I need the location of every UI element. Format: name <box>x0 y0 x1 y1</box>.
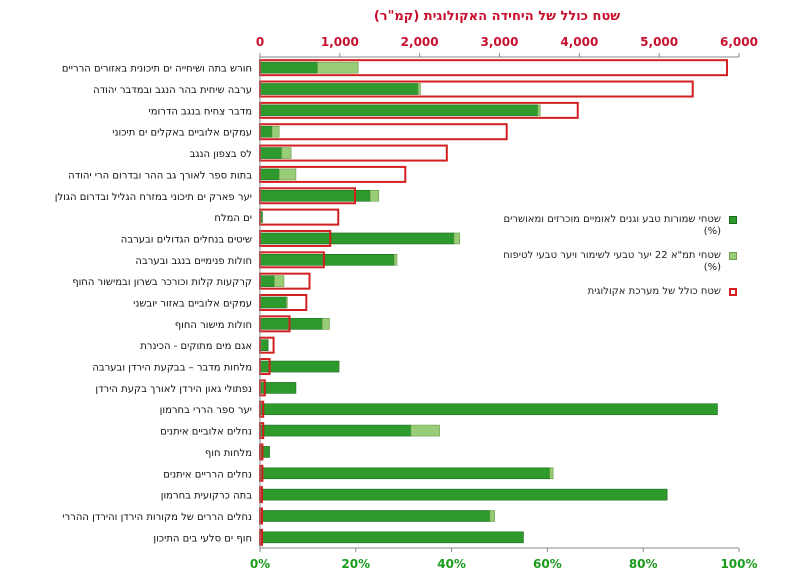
bar-reserves <box>259 467 551 480</box>
legend-swatch-reserves <box>729 216 737 224</box>
bar-forest <box>278 168 297 181</box>
category-label: יער ספר הררי בחרמון <box>160 405 252 416</box>
top-tick-label: 4,000 <box>560 35 598 49</box>
bar-reserves <box>259 61 318 74</box>
bar-reserves <box>259 360 340 373</box>
legend-swatch-forest <box>729 252 737 260</box>
bar-forest <box>489 510 496 522</box>
legend-item-forest: שטחי תמ"א 22 יער טבעי לשימור ויער טבעי ל… <box>487 250 737 274</box>
category-label: נחלים הררים של מקורות הירדן והירדן ההררי <box>62 512 252 523</box>
bottom-tick-label: 80% <box>629 557 658 571</box>
bar-reserves <box>259 168 280 181</box>
category-label: נחלים אלוביים איתנים <box>160 427 252 438</box>
bar-reserves <box>259 318 323 330</box>
bottom-tick-label: 0% <box>250 557 270 571</box>
bar-forest <box>274 275 285 287</box>
category-label: עמקים אלוביים באזור יובשני <box>133 299 252 310</box>
bar-reserves <box>259 189 371 202</box>
bar-reserves <box>259 104 539 117</box>
category-label: מדבר צחיח בנגב הדרומי <box>148 106 252 117</box>
bar-forest <box>417 83 421 95</box>
category-label: שיטים בנחלים הגדולים ובערבה <box>121 234 252 245</box>
bar-reserves <box>259 254 395 266</box>
top-tick-label: 3,000 <box>481 35 519 49</box>
category-label: חורש בתה ושיחייה ים תיכונית באזורים הררי… <box>62 64 252 75</box>
bar-reserves <box>259 339 269 351</box>
bar-reserves <box>259 403 718 416</box>
legend-item-total-area: שטח כולל של מערכת אקולוגית <box>487 286 737 298</box>
bar-forest <box>317 61 359 74</box>
category-label: נחלים הרריים איתנים <box>163 469 252 480</box>
category-label: קרקעות קלות וכורכר בשרון ובמישור החוף <box>72 277 252 288</box>
bar-reserves <box>259 424 412 437</box>
bar-reserves <box>259 488 668 501</box>
bar-reserves <box>259 147 282 159</box>
legend-label-forest: שטחי תמ"א 22 יער טבעי לשימור ויער טבעי ל… <box>503 250 721 273</box>
category-label: נפתולי גאון הירדן לאורך בקעת הירדן <box>95 384 252 395</box>
bar-forest <box>369 189 380 202</box>
bottom-tick-label: 20% <box>341 557 370 571</box>
top-tick-label: 0 <box>256 35 264 49</box>
bottom-tick-label: 60% <box>533 557 562 571</box>
category-label: אגם מים מתוקים - הכינרת <box>140 341 252 352</box>
legend-swatch-total-area <box>729 288 737 296</box>
category-labels: חורש בתה ושיחייה ים תיכונית באזורים הררי… <box>55 64 252 545</box>
category-label: ים המלח <box>214 213 252 224</box>
top-axis-ticks: 0 1,000 2,000 3,000 4,000 5,000 6,000 <box>256 35 758 57</box>
category-label: מלחות מדבר – בבקעת הירדן ובערבה <box>92 363 252 374</box>
bottom-tick-label: 100% <box>720 557 757 571</box>
category-label: בתות ספר לאורך גב ההר ובדרום הרי יהודה <box>68 170 252 181</box>
chart-title: שטח כולל של היחידה האקולוגית (קמ"ר) <box>374 9 620 24</box>
bar-reserves <box>259 275 275 287</box>
category-label: לס בצפון הנגב <box>190 149 252 160</box>
legend: שטחי שמורות טבע וגנים לאומיים מוכרזים ומ… <box>487 214 737 310</box>
category-label: יער פארק ים תיכוני במזרח הגליל ובדרום הג… <box>55 192 252 203</box>
bar-reserves <box>259 531 524 544</box>
bar-forest <box>321 318 330 330</box>
bar-forest <box>453 232 461 245</box>
bar-reserves <box>259 232 455 245</box>
top-tick-label: 1,000 <box>321 35 359 49</box>
legend-item-reserves: שטחי שמורות טבע וגנים לאומיים מוכרזים ומ… <box>487 214 737 238</box>
bar-forest <box>549 467 554 480</box>
bar-forest <box>410 424 440 437</box>
bar-forest <box>537 104 541 117</box>
bar-reserves <box>259 510 491 522</box>
bar-total-area <box>259 123 508 141</box>
category-label: ערבה שיחית בהר הנגב ובמדבר יהודה <box>93 85 252 96</box>
top-tick-label: 5,000 <box>640 35 678 49</box>
top-tick-label: 6,000 <box>720 35 758 49</box>
legend-label-total-area: שטח כולל של מערכת אקולוגית <box>587 286 721 297</box>
category-label: בתה כרקועית בחרמון <box>161 491 252 502</box>
legend-label-reserves: שטחי שמורות טבע וגנים לאומיים מוכרזים ומ… <box>503 214 721 237</box>
bar-reserves <box>259 296 287 309</box>
category-label: עמקים אלוביים באקלים ים תיכוני <box>112 128 252 139</box>
bar-reserves <box>259 125 273 138</box>
category-label: מלחות חוף <box>205 448 252 459</box>
bottom-axis-ticks: 0% 20% 40% 60% 80% 100% <box>250 548 758 571</box>
category-label: חולות מישור החוף <box>175 320 252 331</box>
category-label: חוף ים סלעי בים התיכון <box>153 533 252 544</box>
bar-forest <box>271 125 280 138</box>
bottom-tick-label: 40% <box>437 557 466 571</box>
bar-forest <box>286 296 288 309</box>
bar-reserves <box>259 83 419 95</box>
bar-total-area <box>259 208 340 226</box>
category-label: חולות פנימיים בנגב ובערבה <box>135 256 252 267</box>
top-tick-label: 2,000 <box>401 35 439 49</box>
bar-forest <box>393 254 398 266</box>
bar-forest <box>281 147 292 159</box>
